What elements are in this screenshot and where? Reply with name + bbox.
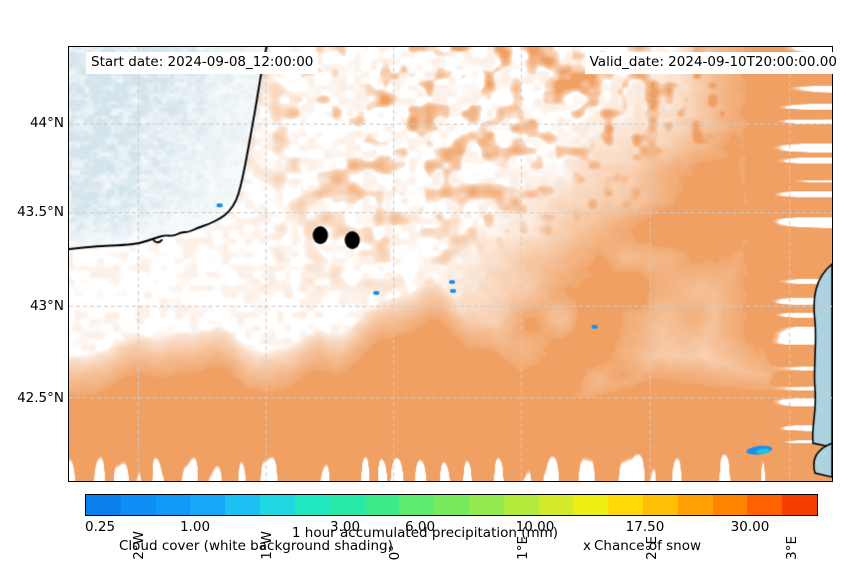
colorbar-swatch-1 [120,495,156,515]
colorbar-swatch-16 [643,495,678,515]
y-tick-label-43-5n: 43.5°N [17,204,64,220]
colorbar-swatch-8 [364,495,400,515]
chance-of-snow-legend: x Chance of snow [583,538,701,554]
colorbar-swatch-3 [190,495,226,515]
colorbar-tick-17-50: 17.50 [625,519,665,535]
colorbar-swatch-20 [782,495,817,515]
colorbar-axis-title: 1 hour accumulated precipitation (mm) [291,525,559,541]
colorbar-tick-1-00: 1.00 [179,519,211,535]
colorbar-swatch-13 [538,495,574,515]
colorbar-swatch-12 [503,495,539,515]
cloud-cover-legend-label: Cloud cover (white background shading) [119,538,393,554]
colorbar-swatch-19 [747,495,783,515]
y-tick-label-43n: 43°N [29,298,64,314]
y-tick-label-44n: 44°N [29,115,64,131]
start-date-annotation: Start date: 2024-09-08_12:00:00 [86,52,319,74]
colorbar-swatch-0 [86,495,121,515]
colorbar-swatch-14 [573,495,609,515]
valid-date-annotation: Valid_date: 2024-09-10T20:00:00.00 [584,52,842,74]
colorbar-swatch-9 [399,495,435,515]
colorbar-swatch-2 [155,495,191,515]
colorbar-swatch-7 [329,495,365,515]
colorbar-tick-30-00: 30.00 [730,519,770,535]
precipitation-colorbar[interactable] [85,494,818,516]
colorbar-swatch-17 [677,495,713,515]
chance-of-snow-label: Chance of snow [594,538,702,554]
colorbar-swatch-4 [225,495,261,515]
snow-marker-icon: x [583,538,591,554]
colorbar-swatch-6 [294,495,330,515]
colorbar-swatch-5 [260,495,295,515]
colorbar-tick-0-25: 0.25 [85,519,116,535]
colorbar-tick-10-00: 10.00 [515,519,555,535]
colorbar-swatch-18 [712,495,748,515]
colorbar-swatch-15 [608,495,643,515]
map-plot-area[interactable] [68,46,833,482]
colorbar-swatch-11 [468,495,504,515]
colorbar-tick-3-00: 3.00 [329,519,361,535]
colorbar-tick-6-00: 6.00 [404,519,436,535]
y-tick-label-42-5n: 42.5°N [17,390,64,406]
map-raster-layer [69,47,832,481]
colorbar-swatch-10 [434,495,469,515]
